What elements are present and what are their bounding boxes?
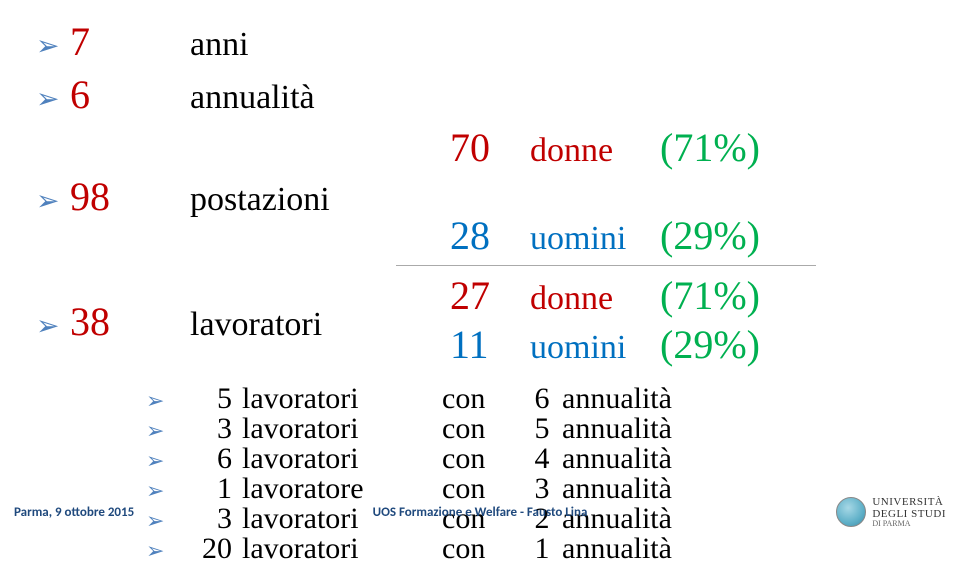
detail-ann: annualità [562,532,672,566]
bullet-icon: ➢ [36,184,70,217]
footer: Parma, 9 ottobre 2015 UOS Formazione e W… [0,492,960,532]
detail-row: ➢ 6 lavoratori con 4 annualità [146,442,924,476]
detail-row: ➢ 3 lavoratori con 5 annualità [146,412,924,446]
bullet-icon: ➢ [146,538,182,564]
detail-n: 1 [522,532,562,566]
stat-num: 27 [450,272,530,319]
bullet-icon: ➢ [146,418,182,444]
footer-center: UOS Formazione e Welfare - Fausto Lina [373,505,588,520]
detail-list: ➢ 5 lavoratori con 6 annualità ➢ 3 lavor… [146,382,924,566]
row-annualita: ➢ 6 annualità [36,71,924,118]
bullet-icon: ➢ [146,448,182,474]
stat-word: uomini [530,329,660,367]
footer-date: Parma, 9 ottobre 2015 [14,505,134,520]
stat-num: 70 [450,124,530,171]
stat-pct: (71%) [660,272,760,319]
row-lavoratori: ➢ 38 lavoratori [36,298,352,345]
slide-content: ➢ 7 anni ➢ 6 annualità 70 donne (71%) ➢ … [0,0,960,566]
detail-n: 5 [522,412,562,446]
word: annualità [190,79,450,117]
uni-line1: UNIVERSITÀ [872,496,946,508]
detail-n: 4 [522,442,562,476]
detail-unit: lavoratori [242,532,442,566]
stat-num: 11 [450,321,530,368]
word: anni [190,26,450,64]
detail-count: 6 [182,442,242,476]
word: lavoratori [190,306,322,344]
footer-logo: UNIVERSITÀ DEGLI STUDI DI PARMA [836,496,946,529]
num: 98 [70,173,190,220]
bullet-icon: ➢ [36,82,70,115]
detail-count: 20 [182,532,242,566]
detail-unit: lavoratori [242,382,442,416]
stat-word: donne [530,280,660,318]
bullet-icon: ➢ [146,388,182,414]
detail-con: con [442,532,522,566]
university-name: UNIVERSITÀ DEGLI STUDI DI PARMA [872,496,946,529]
stat-pct: (71%) [660,124,760,171]
detail-ann: annualità [562,382,672,416]
num: 7 [70,18,190,65]
stat-word: uomini [530,220,660,258]
detail-row: ➢ 20 lavoratori con 1 annualità [146,532,924,566]
detail-count: 5 [182,382,242,416]
stat-pct: (29%) [660,212,760,259]
detail-count: 3 [182,412,242,446]
detail-row: ➢ 5 lavoratori con 6 annualità [146,382,924,416]
bullet-icon: ➢ [36,29,70,62]
stat-uomini-2: 11 uomini (29%) [450,321,760,368]
detail-ann: annualità [562,412,672,446]
university-seal-icon [836,497,866,527]
word: postazioni [190,181,450,219]
detail-ann: annualità [562,442,672,476]
detail-unit: lavoratori [242,412,442,446]
stat-donne-2: 27 donne (71%) [450,272,760,319]
uni-line3: DI PARMA [872,520,946,529]
mid-block: ➢ 38 lavoratori 27 donne (71%) 11 uomini… [36,272,924,370]
detail-con: con [442,442,522,476]
num: 6 [70,71,190,118]
detail-n: 6 [522,382,562,416]
bullet-icon: ➢ [36,309,70,342]
stat-uomini-1: 28 uomini (29%) [450,212,924,259]
detail-unit: lavoratori [242,442,442,476]
uni-line2: DEGLI STUDI [872,508,946,520]
divider [396,265,816,266]
stat-donne-1: 70 donne (71%) [450,124,924,171]
detail-con: con [442,382,522,416]
stat-word: donne [530,132,660,170]
stat-num: 28 [450,212,530,259]
detail-con: con [442,412,522,446]
row-anni: ➢ 7 anni [36,18,924,65]
stats-2: 27 donne (71%) 11 uomini (29%) [450,272,760,370]
num: 38 [70,298,190,345]
stat-pct: (29%) [660,321,760,368]
